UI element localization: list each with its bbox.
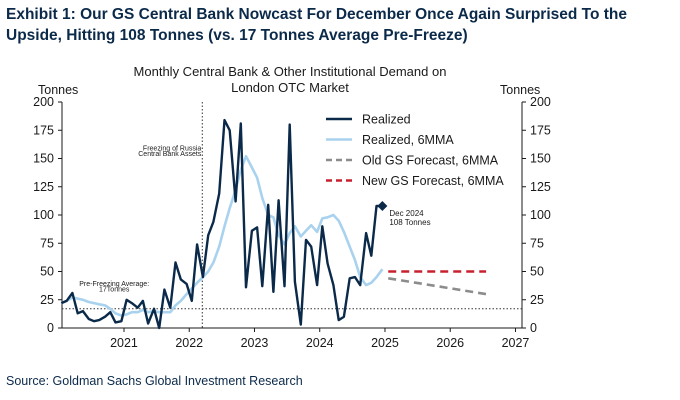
x-tick-label: 2024 xyxy=(306,336,334,350)
x-tick-label: 2027 xyxy=(502,336,530,350)
right-axis-unit: Tonnes xyxy=(500,83,541,97)
dec-2024-marker xyxy=(377,200,388,211)
y-tick-label-right: 150 xyxy=(530,152,551,166)
chart-title: Monthly Central Bank & Other Institution… xyxy=(133,64,447,95)
freeze-annotation-line1: Freezing of Russia xyxy=(143,146,201,153)
y-tick-label-right: 200 xyxy=(530,95,551,109)
legend-label-4: New GS Forecast, 6MMA xyxy=(362,174,504,188)
left-axis-unit: Tonnes xyxy=(38,83,79,97)
y-tick-label-right: 75 xyxy=(530,236,544,250)
y-tick-label-left: 75 xyxy=(40,236,54,250)
freeze-annotation-line2: Central Bank Assets xyxy=(138,151,202,158)
y-tick-label-left: 125 xyxy=(33,180,54,194)
y-tick-label-left: 100 xyxy=(33,208,54,222)
legend-label-3: Old GS Forecast, 6MMA xyxy=(362,154,499,168)
y-tick-label-left: 0 xyxy=(47,321,54,335)
y-tick-label-left: 175 xyxy=(33,123,54,137)
prefreeze-annotation-line2: 17Tonnes xyxy=(99,286,130,293)
y-tick-label-right: 25 xyxy=(530,293,544,307)
dec-2024-annotation-line2: 108 Tonnes xyxy=(389,218,430,227)
old-gs-forecast-line xyxy=(388,276,487,296)
x-tick-label: 2025 xyxy=(371,336,399,350)
y-tick-label-left: 50 xyxy=(40,265,54,279)
y-tick-label-right: 175 xyxy=(530,123,551,137)
y-tick-label-right: 50 xyxy=(530,265,544,279)
y-tick-label-right: 0 xyxy=(530,321,537,335)
series-realized-6mma-line xyxy=(60,154,384,317)
y-tick-label-right: 100 xyxy=(530,208,551,222)
legend-label-1: Realized xyxy=(362,113,411,127)
source-note: Source: Goldman Sachs Global Investment … xyxy=(6,374,303,388)
y-tick-label-left: 25 xyxy=(40,293,54,307)
x-tick-label: 2026 xyxy=(436,336,464,350)
series-realized-line xyxy=(60,118,383,330)
x-tick-label: 2022 xyxy=(175,336,203,350)
dec-2024-annotation-line1: Dec 2024 xyxy=(389,209,424,218)
x-tick-label: 2023 xyxy=(241,336,269,350)
legend-label-2: Realized, 6MMA xyxy=(362,133,454,147)
y-tick-label-left: 200 xyxy=(33,95,54,109)
exhibit-title: Exhibit 1: Our GS Central Bank Nowcast F… xyxy=(6,6,627,44)
prefreeze-annotation-line1: Pre-Freezing Average: xyxy=(79,281,149,288)
y-tick-label-left: 150 xyxy=(33,152,54,166)
y-tick-label-right: 125 xyxy=(530,180,551,194)
x-tick-label: 2021 xyxy=(110,336,138,350)
